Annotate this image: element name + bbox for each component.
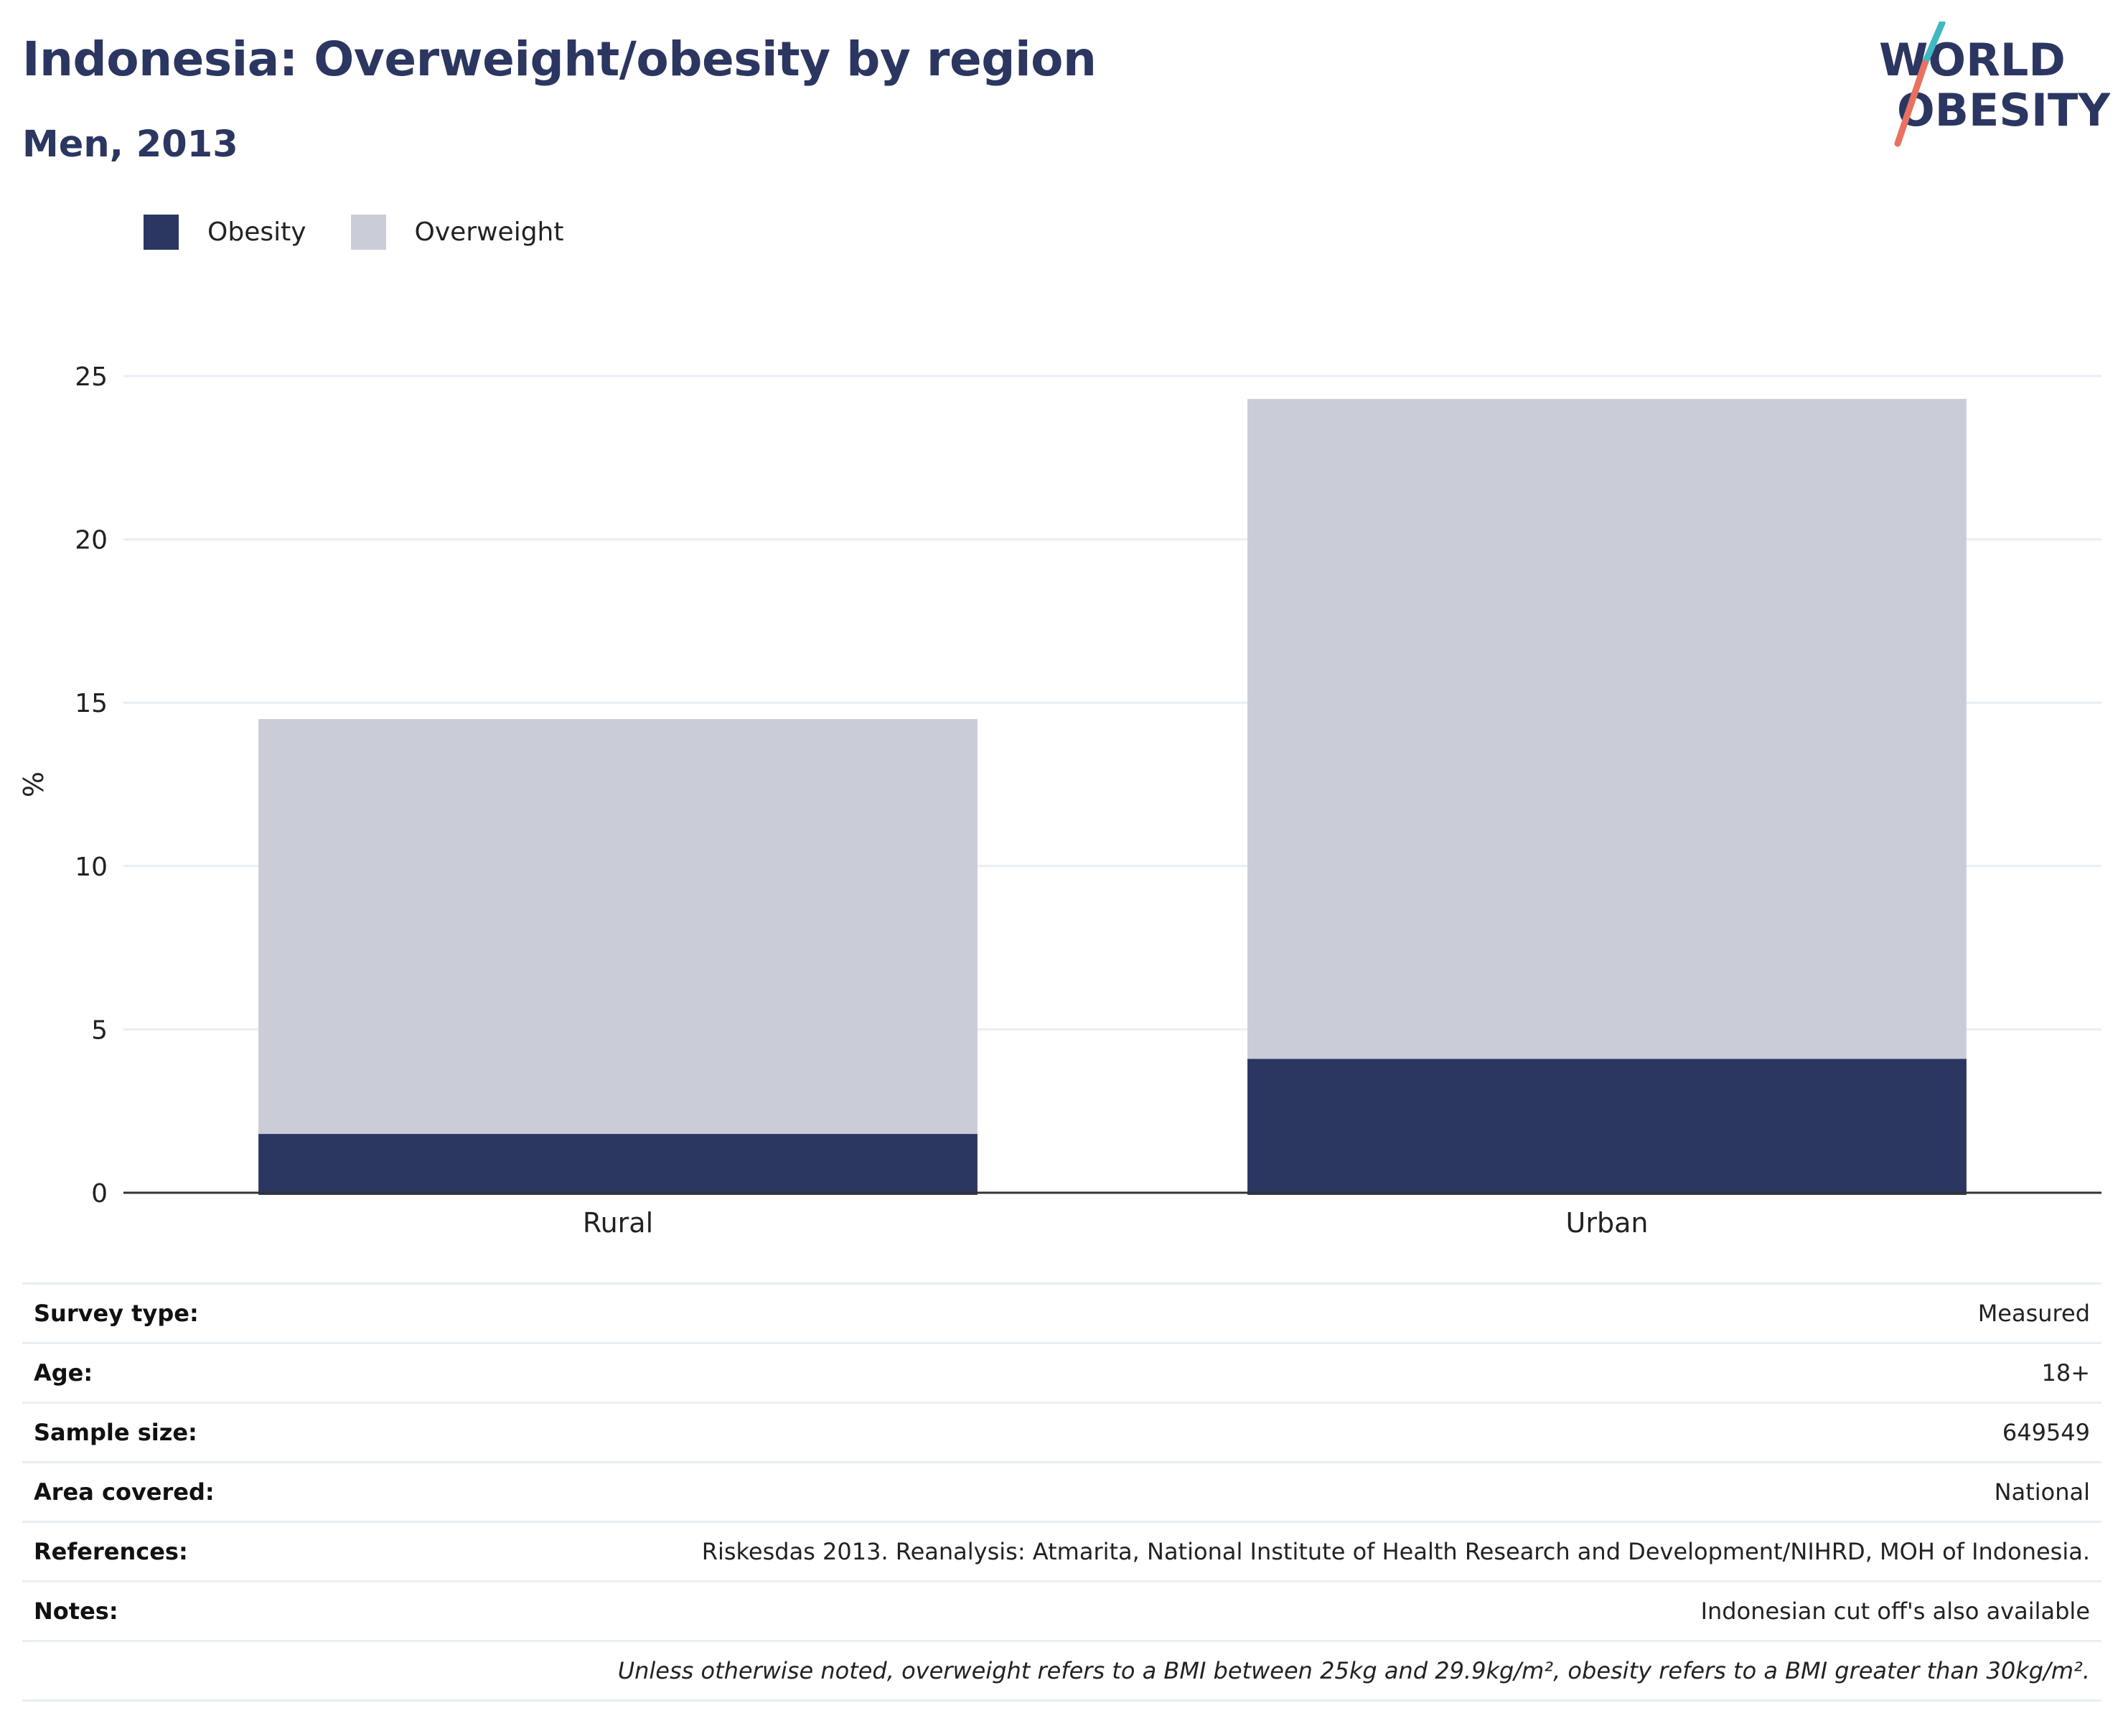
info-key-age: Age: bbox=[22, 1342, 332, 1403]
chart-subtitle: Men, 2013 bbox=[22, 123, 238, 166]
info-key-notes: Notes: bbox=[22, 1580, 332, 1641]
logo-line1: WORLD bbox=[1879, 34, 2066, 86]
info-key-sample-size: Sample size: bbox=[22, 1402, 332, 1463]
info-value-age: 18+ bbox=[332, 1342, 2101, 1403]
y-tick-label: 5 bbox=[91, 1015, 108, 1045]
logo-slash-teal bbox=[1921, 22, 1946, 67]
table-row: Unless otherwise noted, overweight refer… bbox=[22, 1640, 2101, 1702]
y-axis-ticks: 0 5 10 15 20 25 bbox=[75, 362, 108, 1209]
info-value-references: Riskesdas 2013. Reanalysis: Atmarita, Na… bbox=[332, 1521, 2101, 1582]
x-tick-label: Rural bbox=[583, 1207, 653, 1239]
x-tick-label: Urban bbox=[1566, 1207, 1649, 1239]
bmi-footnote: Unless otherwise noted, overweight refer… bbox=[22, 1640, 2101, 1702]
y-tick-label: 20 bbox=[75, 526, 108, 555]
legend-label-obesity: Obesity bbox=[207, 217, 306, 247]
info-value-notes: Indonesian cut off's also available bbox=[332, 1580, 2101, 1641]
x-axis-ticks: Rural Urban bbox=[583, 1207, 1649, 1239]
y-tick-label: 25 bbox=[75, 362, 108, 392]
info-key-area-covered: Area covered: bbox=[22, 1461, 332, 1522]
info-key-references: References: bbox=[22, 1521, 332, 1582]
logo-line2: OBESITY bbox=[1897, 84, 2110, 136]
table-row: Survey type: Measured bbox=[22, 1282, 2101, 1343]
bar-obesity-urban[interactable] bbox=[1247, 1059, 1967, 1195]
table-row: References: Riskesdas 2013. Reanalysis: … bbox=[22, 1521, 2101, 1582]
world-obesity-logo: WORLD OBESITY bbox=[1879, 22, 2110, 147]
legend-item-overweight[interactable]: Overweight bbox=[350, 214, 564, 250]
legend-label-overweight: Overweight bbox=[414, 217, 564, 247]
y-tick-label: 0 bbox=[91, 1179, 108, 1209]
y-tick-label: 15 bbox=[75, 689, 108, 718]
info-value-sample-size: 649549 bbox=[332, 1402, 2101, 1463]
chart-title: Indonesia: Overweight/obesity by region bbox=[22, 32, 1097, 87]
y-axis-label: % bbox=[18, 771, 50, 797]
bars bbox=[258, 398, 1967, 1195]
bar-overweight-rural[interactable] bbox=[258, 718, 978, 1135]
logo-slash-coral bbox=[1894, 60, 1928, 147]
y-tick-label: 10 bbox=[75, 853, 108, 882]
bar-obesity-rural[interactable] bbox=[258, 1134, 978, 1195]
table-row: Notes: Indonesian cut off's also availab… bbox=[22, 1580, 2101, 1641]
legend-swatch-obesity bbox=[144, 214, 179, 250]
info-value-survey-type: Measured bbox=[332, 1282, 2101, 1343]
table-row: Sample size: 649549 bbox=[22, 1402, 2101, 1463]
legend-swatch-overweight bbox=[350, 214, 386, 250]
info-key-survey-type: Survey type: bbox=[22, 1282, 332, 1343]
chart-legend: Obesity Overweight bbox=[144, 214, 608, 250]
bar-chart: 0 5 10 15 20 25 Rural Urban % bbox=[18, 362, 2101, 1239]
table-row: Age: 18+ bbox=[22, 1342, 2101, 1403]
table-row: Area covered: National bbox=[22, 1461, 2101, 1522]
survey-info-table: Survey type: Measured Age: 18+ Sample si… bbox=[22, 1282, 2101, 1702]
legend-item-obesity[interactable]: Obesity bbox=[144, 214, 306, 250]
info-value-area-covered: National bbox=[332, 1461, 2101, 1522]
bar-overweight-urban[interactable] bbox=[1247, 398, 1967, 1059]
